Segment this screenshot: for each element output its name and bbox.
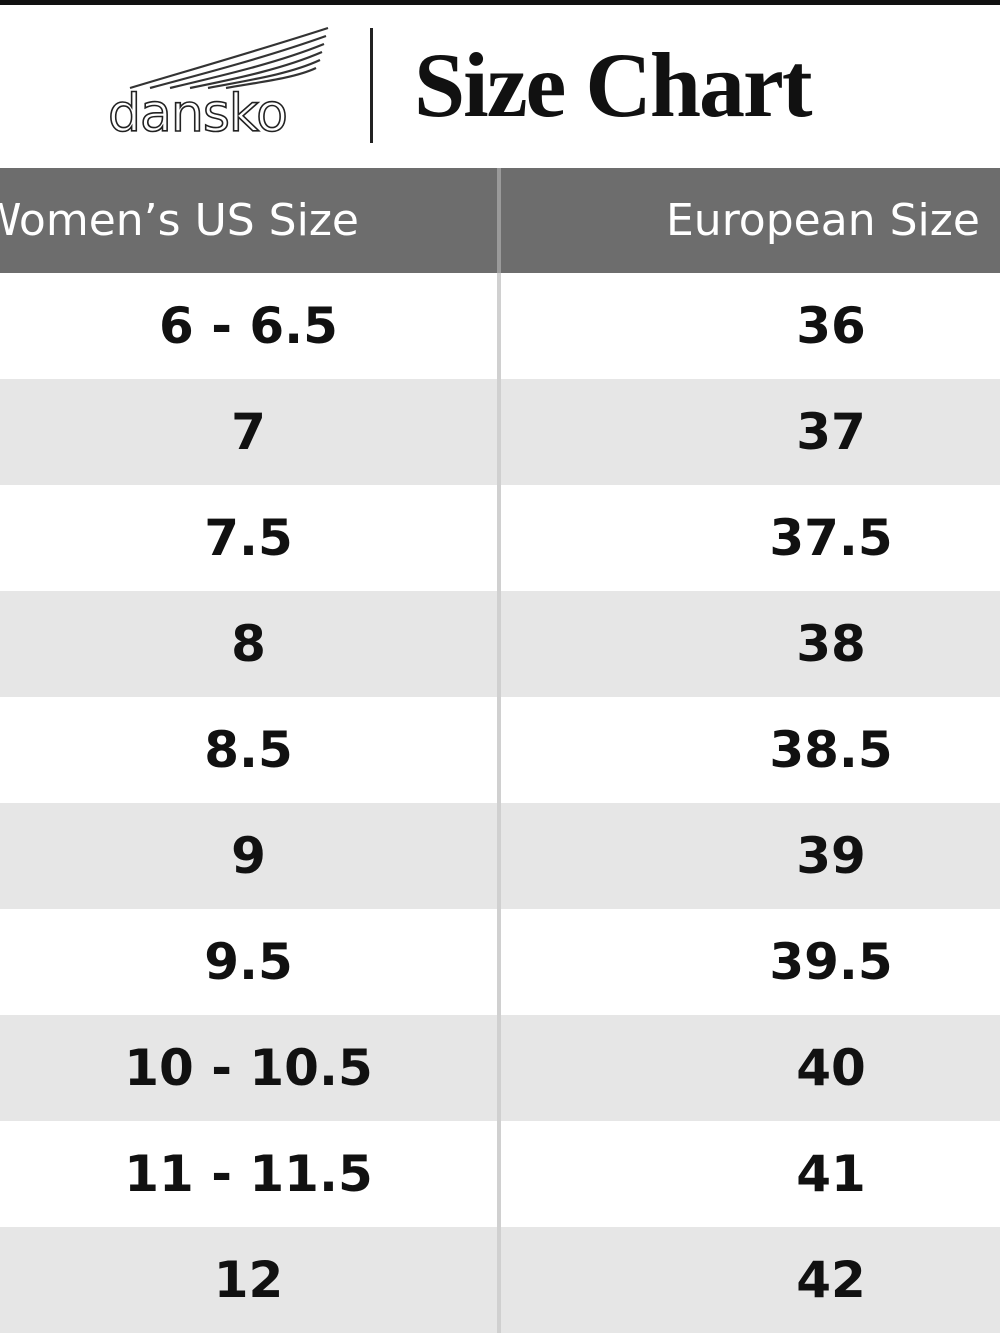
column-header: European Size [666, 195, 980, 246]
table-cell: 9 [231, 827, 266, 885]
table-row: 8 38 [0, 591, 1000, 697]
table-cell: 40 [796, 1039, 866, 1097]
header-row: Women’s US Size European Size [0, 168, 1000, 273]
table-row: 10 - 10.5 40 [0, 1015, 1000, 1121]
table-row: 9 39 [0, 803, 1000, 909]
table-cell: 38 [796, 615, 866, 673]
top-rule [0, 0, 1000, 5]
table-row: 6 - 6.5 36 [0, 273, 1000, 379]
column-separator [497, 591, 501, 697]
table-cell: 39 [796, 827, 866, 885]
table-cell: 8 [231, 615, 266, 673]
table-row: 7 37 [0, 379, 1000, 485]
table-row: 7.5 37.5 [0, 485, 1000, 591]
title: Size Chart [414, 34, 812, 136]
table-cell: 12 [213, 1251, 284, 1309]
table-cell: 10 - 10.5 [124, 1039, 373, 1097]
column-separator [497, 803, 501, 909]
table-row: 9.5 39.5 [0, 909, 1000, 1015]
table-cell: 11 - 11.5 [124, 1145, 373, 1203]
table-row: 8.5 38.5 [0, 697, 1000, 803]
table-cell: 42 [796, 1251, 866, 1309]
column-header: Women’s US Size [0, 195, 360, 246]
table-cell: 8.5 [204, 721, 293, 779]
column-separator [497, 697, 501, 803]
table-cell: 41 [796, 1145, 866, 1203]
column-separator [497, 1227, 501, 1333]
logo-wing [129, 26, 329, 90]
table-cell: 7 [231, 403, 266, 461]
column-separator [497, 379, 501, 485]
column-separator [497, 1015, 501, 1121]
table-cell: 37 [796, 403, 866, 461]
table-cell: 7.5 [204, 509, 293, 567]
column-separator [497, 485, 501, 591]
table-row: 11 - 11.5 41 [0, 1121, 1000, 1227]
column-separator [497, 1121, 501, 1227]
table-cell: 38.5 [769, 721, 893, 779]
table-cell: 36 [796, 297, 866, 355]
logo-text: dansko [107, 83, 289, 145]
header-divider [370, 28, 373, 143]
column-separator [497, 168, 501, 273]
table-cell: 37.5 [769, 509, 893, 567]
table-cell: 6 - 6.5 [159, 297, 338, 355]
column-separator [497, 273, 501, 379]
size-table: Women’s US Size European Size 6 - 6.5 36 7 37… [0, 168, 1000, 1333]
table-cell: 39.5 [769, 933, 893, 991]
table-cell: 9.5 [204, 933, 293, 991]
table-row: 12 42 [0, 1227, 1000, 1333]
column-separator [497, 909, 501, 1015]
